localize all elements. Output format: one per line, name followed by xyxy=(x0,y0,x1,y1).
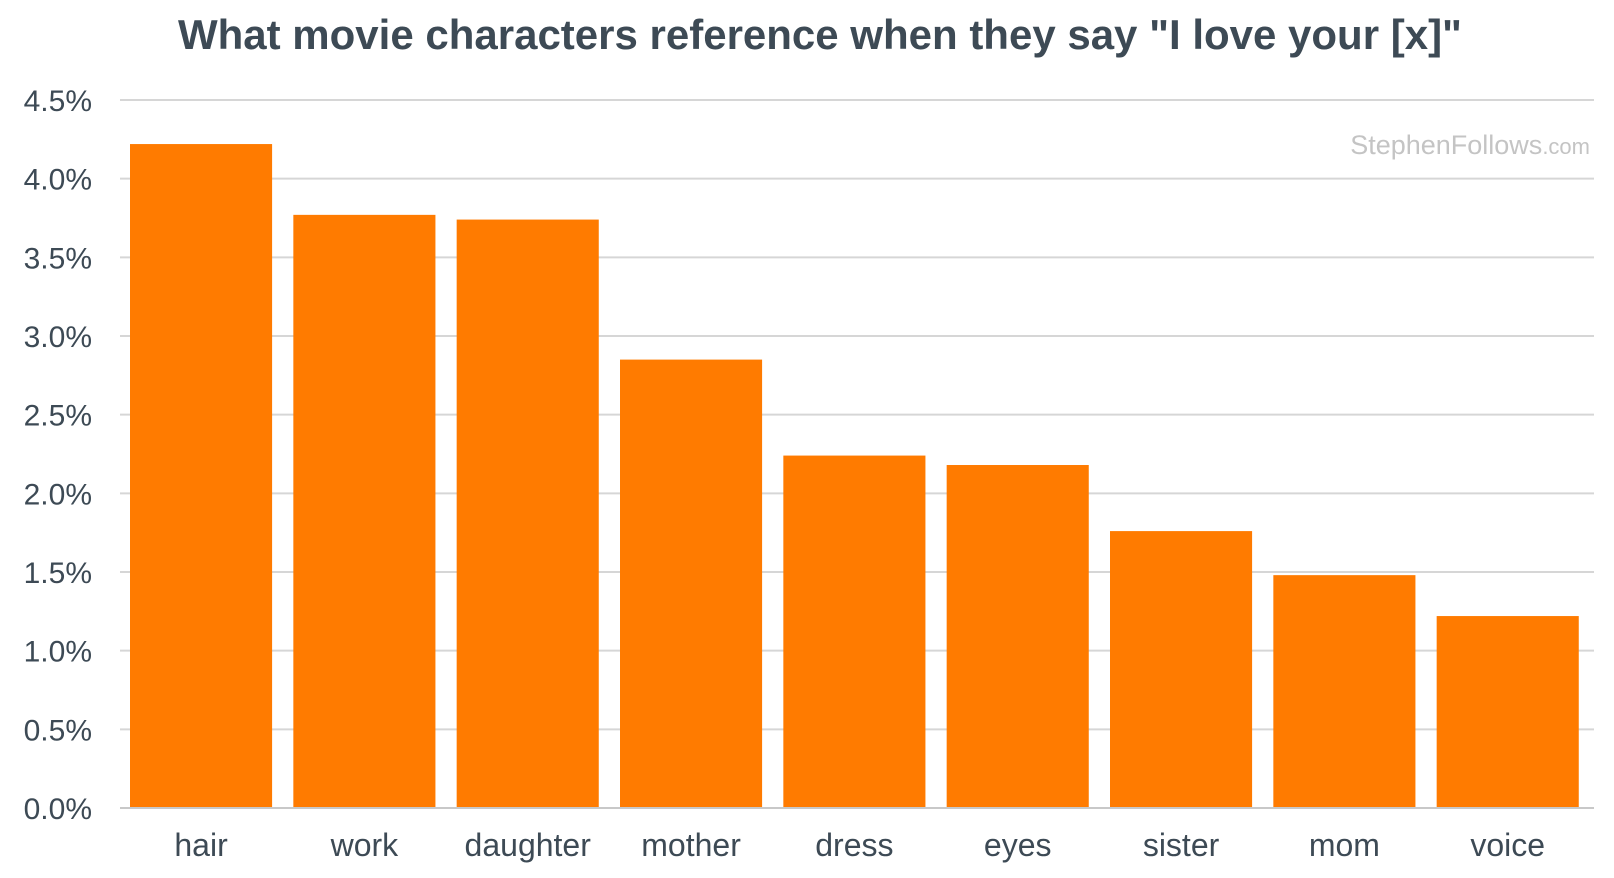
y-tick-label: 4.0% xyxy=(24,164,92,197)
x-tick-label: work xyxy=(330,827,400,863)
chart-title: What movie characters reference when the… xyxy=(178,11,1462,58)
bar-work xyxy=(293,214,436,808)
x-tick-label: dress xyxy=(815,827,893,863)
x-tick-label: voice xyxy=(1470,827,1545,863)
y-tick-label: 2.5% xyxy=(24,400,92,433)
bar-eyes xyxy=(946,465,1089,808)
y-axis: 0.0% 0.5% 1.0% 1.5% 2.0% 2.5% 3.0% 3.5% 4.0% 4.5% xyxy=(24,85,92,826)
y-tick-label: 1.5% xyxy=(24,557,92,590)
x-tick-label: eyes xyxy=(984,827,1052,863)
y-tick-label: 3.0% xyxy=(24,321,92,354)
y-tick-label: 0.0% xyxy=(24,793,92,826)
bars xyxy=(130,144,1579,808)
x-tick-label: hair xyxy=(174,827,228,863)
y-tick-label: 3.5% xyxy=(24,242,92,275)
bar-sister xyxy=(1110,531,1253,808)
x-tick-label: mother xyxy=(641,827,741,863)
bar-daughter xyxy=(456,219,599,808)
watermark-main: StephenFollows xyxy=(1350,130,1542,160)
y-tick-label: 1.0% xyxy=(24,636,92,669)
x-tick-label: mom xyxy=(1309,827,1380,863)
bar-hair xyxy=(130,144,273,808)
bar-dress xyxy=(783,455,926,808)
bar-mom xyxy=(1273,575,1416,808)
x-tick-label: sister xyxy=(1143,827,1220,863)
y-tick-label: 4.5% xyxy=(24,85,92,118)
x-tick-label: daughter xyxy=(465,827,592,863)
watermark: StephenFollows.com xyxy=(1350,130,1590,160)
watermark-tld: .com xyxy=(1542,134,1590,159)
bar-mother xyxy=(620,359,763,808)
bar-voice xyxy=(1436,616,1579,808)
x-axis: hair work daughter mother dress eyes sister mom… xyxy=(174,827,1545,863)
y-tick-label: 2.0% xyxy=(24,478,92,511)
y-tick-label: 0.5% xyxy=(24,714,92,747)
